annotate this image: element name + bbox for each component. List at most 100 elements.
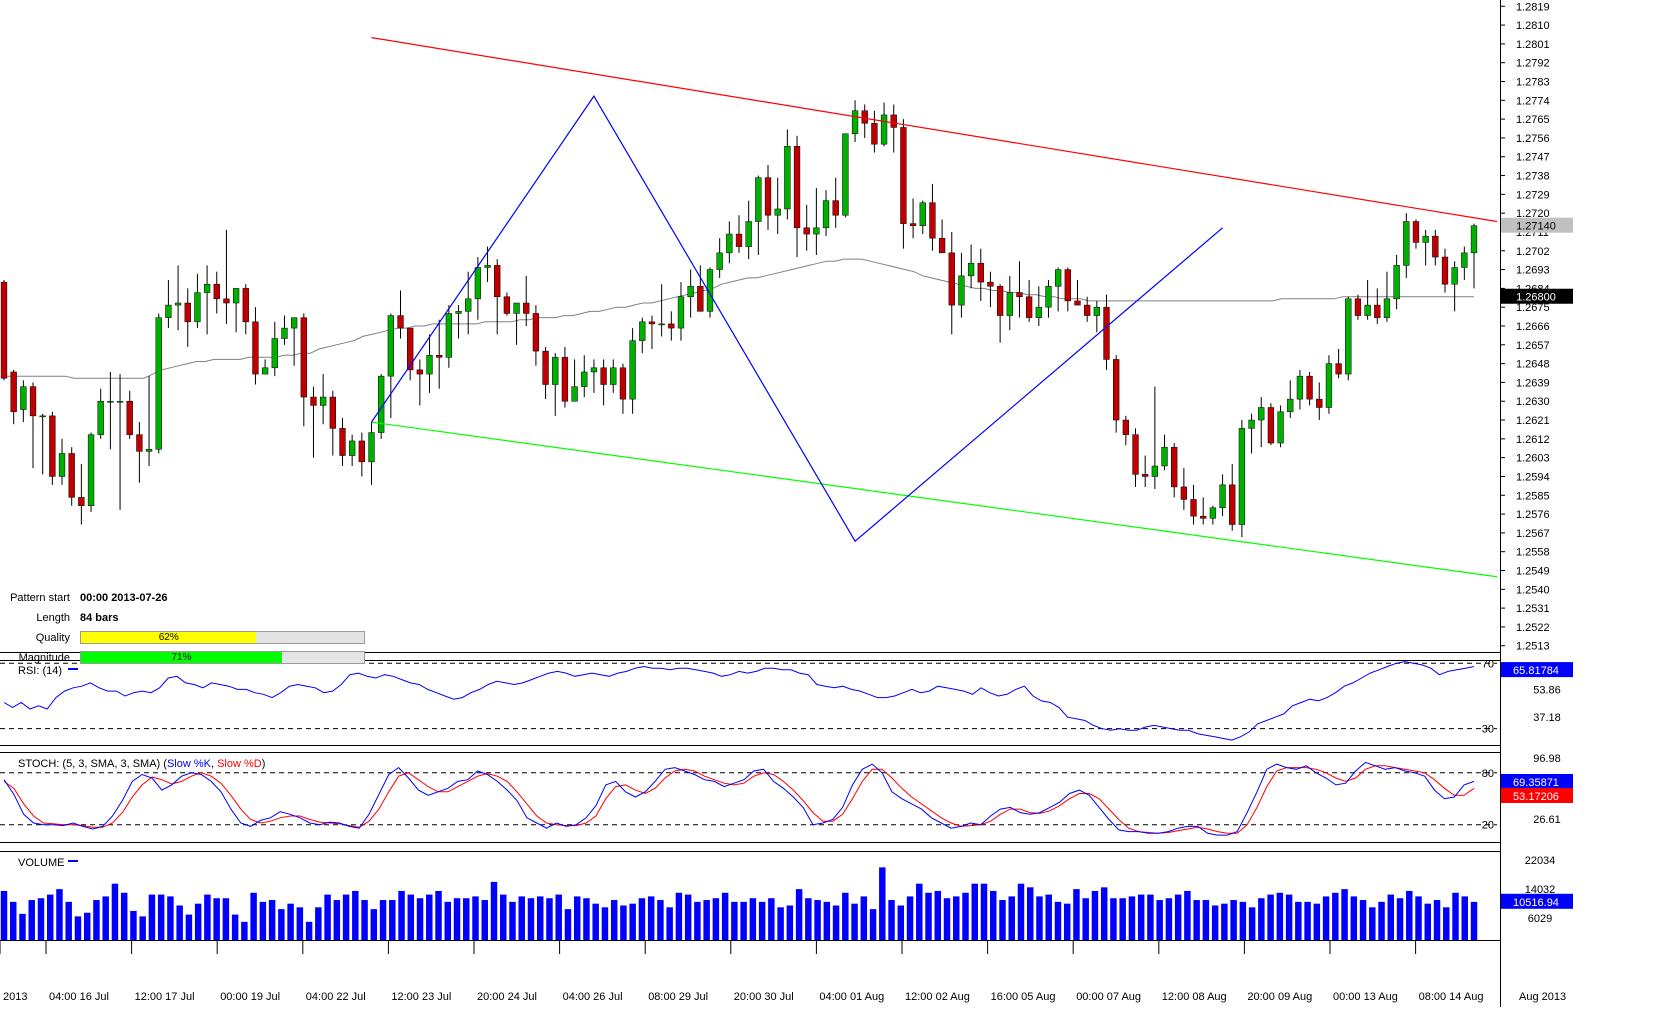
volume-bar xyxy=(426,894,433,940)
volume-bar xyxy=(1285,894,1293,940)
volume-bar xyxy=(1073,889,1080,940)
ma-price-marker: 1.26800 xyxy=(1516,292,1556,304)
volume-bar xyxy=(869,909,877,940)
volume-bar xyxy=(250,892,257,940)
resistance-line xyxy=(371,37,1498,223)
volume-bar xyxy=(352,890,359,940)
bullish-candle xyxy=(465,298,472,312)
bearish-candle xyxy=(339,428,346,456)
bearish-candle xyxy=(436,355,443,358)
bullish-candle xyxy=(822,200,830,229)
quality-label: Quality xyxy=(35,632,70,644)
support-line xyxy=(371,421,1498,578)
bearish-candle xyxy=(1316,398,1323,408)
price-tick-label: 1.2522 xyxy=(1516,622,1550,634)
bearish-candle xyxy=(697,286,704,312)
bearish-candle xyxy=(1306,375,1313,400)
time-axis-label: 04:00 22 Jul xyxy=(306,991,366,1003)
bullish-candle xyxy=(58,453,66,477)
bearish-candle xyxy=(668,323,675,329)
bearish-candle xyxy=(735,233,743,247)
time-axis-label: 20:00 30 Jul xyxy=(734,991,794,1003)
bullish-candle xyxy=(784,146,791,210)
bullish-candle xyxy=(1151,465,1159,477)
bearish-candle xyxy=(397,315,404,329)
bearish-candle xyxy=(832,200,839,216)
volume-bar xyxy=(647,896,655,940)
volume-bar xyxy=(703,900,710,940)
volume-bar xyxy=(897,905,905,940)
price-tick-label: 1.2720 xyxy=(1516,208,1550,220)
bearish-candle xyxy=(126,400,133,435)
volume-bar xyxy=(463,898,470,940)
volume-bar xyxy=(601,907,609,940)
volume-bar xyxy=(592,903,599,940)
bullish-candle xyxy=(716,252,723,270)
bearish-candle xyxy=(1074,300,1081,306)
bullish-candle xyxy=(552,357,559,385)
time-axis-label: 00:00 13 Aug xyxy=(1333,991,1398,1003)
bullish-candle xyxy=(445,313,453,358)
volume-tick-label: 22034 xyxy=(1525,855,1556,867)
price-tick-label: 1.2531 xyxy=(1516,603,1550,615)
stoch-d-label: Slow %D xyxy=(217,758,262,770)
bullish-candle xyxy=(1383,298,1391,318)
bearish-candle xyxy=(938,237,946,254)
magnitude-row: Magnitude 71% xyxy=(0,650,380,666)
volume-bar xyxy=(83,912,91,940)
volume-bar xyxy=(777,907,784,940)
volume-bar xyxy=(583,898,590,940)
volume-bar xyxy=(222,898,230,940)
volume-bar xyxy=(1026,887,1034,940)
volume-bar xyxy=(1369,907,1376,940)
price-tick-label: 1.2513 xyxy=(1516,641,1550,653)
bullish-candle xyxy=(610,367,617,385)
volume-current-value: 10516.94 xyxy=(1513,897,1559,909)
volume-bar xyxy=(638,898,646,940)
bearish-candle xyxy=(136,434,143,452)
volume-bar xyxy=(888,900,895,940)
volume-bar xyxy=(472,896,479,940)
volume-bar xyxy=(1239,901,1247,940)
price-tick-label: 1.2675 xyxy=(1516,302,1550,314)
bullish-candle xyxy=(958,275,965,306)
bullish-candle xyxy=(455,311,462,314)
volume-bar xyxy=(786,905,794,940)
bearish-candle xyxy=(1374,304,1381,318)
bearish-candle xyxy=(1180,486,1188,500)
bearish-candle xyxy=(1113,359,1120,421)
bearish-candle xyxy=(532,313,540,352)
bearish-candle xyxy=(1354,298,1362,316)
volume-bar xyxy=(231,914,239,940)
volume-bar xyxy=(1128,896,1136,940)
volume-bar xyxy=(1174,894,1182,940)
price-tick-label: 1.2819 xyxy=(1516,1,1550,13)
time-axis-label: 20:00 09 Aug xyxy=(1247,991,1312,1003)
quality-value: 62% xyxy=(158,632,179,643)
volume-bar xyxy=(749,898,757,940)
bullish-candle xyxy=(1461,252,1468,268)
bearish-candle xyxy=(1103,306,1110,360)
price-tick-label: 1.2567 xyxy=(1516,528,1550,540)
stoch-tick-label: 96.98 xyxy=(1533,753,1561,765)
bearish-candle xyxy=(523,302,530,314)
volume-bar xyxy=(490,881,498,940)
time-axis-label: 12:00 02 Aug xyxy=(905,991,970,1003)
volume-bar xyxy=(111,883,119,940)
volume-bar xyxy=(712,898,720,940)
bullish-candle xyxy=(1258,407,1265,421)
zigzag-line xyxy=(371,94,1223,543)
time-axis-label: 12:00 08 Aug xyxy=(1162,991,1227,1003)
bearish-candle xyxy=(1171,446,1178,488)
price-tick-label: 1.2738 xyxy=(1516,171,1550,183)
volume-tick-label: 6029 xyxy=(1528,913,1552,925)
volume-bar xyxy=(315,907,322,940)
bearish-candle xyxy=(1122,419,1129,435)
volume-bar xyxy=(999,900,1006,940)
volume-bar xyxy=(971,883,978,940)
magnitude-bar: 71% xyxy=(80,651,365,664)
rsi-level-label: 30 xyxy=(1482,724,1494,736)
volume-bar xyxy=(287,903,294,940)
